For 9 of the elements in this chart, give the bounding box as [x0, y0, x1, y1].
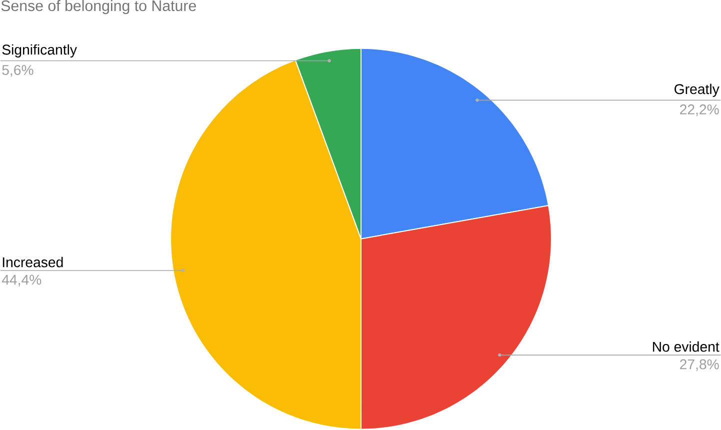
data-label: 27,8%: [680, 359, 719, 372]
slice-label: Significantly: [2, 44, 77, 58]
data-label: 44,4%: [2, 274, 42, 286]
slice-label: Increased: [2, 257, 63, 268]
slice-label: No evident: [653, 342, 720, 352]
chart-title: Sense of belonging to Nature: [1, 0, 196, 14]
data-label: 22,2%: [680, 104, 719, 116]
slice-label: Greatly: [674, 84, 720, 98]
data-label: 5,6%: [2, 65, 34, 77]
